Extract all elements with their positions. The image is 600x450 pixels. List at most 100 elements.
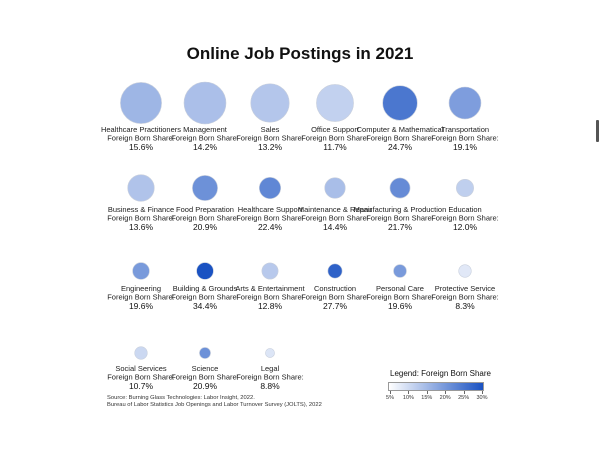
bubble-maintenance-repair[interactable] (324, 177, 346, 199)
bubble-transportation[interactable] (448, 86, 482, 120)
share-value: 11.7% (323, 142, 347, 152)
legend-tick-label: 15% (421, 395, 433, 401)
category-label: Manufacturing & Production (354, 205, 447, 214)
share-caption: Foreign Born Share: (431, 134, 499, 143)
share-value: 12.8% (258, 301, 283, 311)
legend-tick (408, 391, 410, 394)
legend-tick-label: 5% (386, 395, 394, 401)
share-value: 15.6% (129, 142, 154, 152)
category-label: Transportation (441, 125, 489, 134)
share-value: 8.8% (260, 381, 280, 391)
share-caption: Foreign Born Share: (107, 373, 175, 382)
bubble-office-support[interactable] (316, 84, 354, 122)
share-caption: Foreign Born Share: (366, 134, 434, 143)
share-caption: Foreign Born Share: (431, 214, 499, 223)
share-caption: Foreign Born Share: (107, 214, 175, 223)
bubble-arts-entertainment[interactable] (261, 262, 279, 280)
share-value: 19.6% (129, 301, 154, 311)
share-caption: Foreign Born Share: (107, 293, 175, 302)
bubble-computer-mathematical[interactable] (382, 85, 418, 121)
category-label: Management (183, 125, 228, 134)
legend-title: Legend: Foreign Born Share (390, 369, 491, 378)
source-line-1: Source: Burning Glass Technologies: Labo… (107, 395, 255, 401)
share-value: 20.9% (193, 222, 218, 232)
category-label: Healthcare Practitioners (101, 125, 181, 134)
legend-tick-label: 25% (458, 395, 470, 401)
share-caption: Foreign Born Share: (236, 293, 304, 302)
share-value: 13.2% (258, 142, 283, 152)
share-caption: Foreign Born Share: (431, 293, 499, 302)
share-caption: Foreign Born Share: (366, 214, 434, 223)
chart-title: Online Job Postings in 2021 (186, 44, 414, 63)
scrollbar-thumb[interactable] (596, 120, 599, 142)
bubble-science[interactable] (199, 347, 211, 359)
share-caption: Foreign Born Share: (366, 293, 434, 302)
category-label: Building & Grounds (173, 284, 238, 293)
bubble-social-services[interactable] (134, 346, 148, 360)
bubble-food-preparation[interactable] (192, 175, 218, 201)
legend-tick-label: 10% (402, 395, 414, 401)
category-label: Construction (314, 284, 356, 293)
share-caption: Foreign Born Share: (171, 373, 239, 382)
share-value: 14.2% (193, 142, 218, 152)
share-caption: Foreign Born Share: (236, 134, 304, 143)
legend-tick (482, 391, 483, 394)
bubble-legal[interactable] (265, 348, 275, 358)
share-caption: Foreign Born Share: (171, 214, 239, 223)
source-line-2: Bureau of Labor Statistics Job Openings … (107, 402, 322, 408)
category-label: Personal Care (376, 284, 424, 293)
share-caption: Foreign Born Share: (171, 293, 239, 302)
legend-tick (426, 391, 428, 394)
share-value: 22.4% (258, 222, 283, 232)
share-caption: Foreign Born Share: (301, 293, 369, 302)
legend-tick (463, 391, 465, 394)
bubble-business-finance[interactable] (127, 174, 155, 202)
share-caption: Foreign Born Share: (301, 134, 369, 143)
bubble-engineering[interactable] (132, 262, 150, 280)
legend-tick-label: 30% (476, 395, 488, 401)
bubble-healthcare-support[interactable] (258, 176, 282, 200)
share-value: 19.1% (453, 142, 478, 152)
bubble-personal-care[interactable] (393, 264, 407, 278)
category-label: Sales (261, 125, 280, 134)
share-value: 12.0% (453, 222, 478, 232)
share-value: 20.9% (193, 381, 218, 391)
category-label: Legal (261, 364, 280, 373)
legend-tick (390, 391, 391, 394)
bubble-building-grounds[interactable] (196, 262, 214, 280)
share-value: 8.3% (455, 301, 475, 311)
category-label: Maintenance & Repair (298, 205, 373, 214)
category-label: Business & Finance (108, 205, 174, 214)
share-caption: Foreign Born Share: (107, 134, 175, 143)
category-label: Computer & Mathematical (357, 125, 444, 134)
bubble-healthcare-practitioners[interactable] (120, 82, 162, 124)
color-legend: Legend: Foreign Born Share 5% 10% 15% 20% 25… (386, 369, 491, 409)
share-value: 34.4% (193, 301, 218, 311)
category-label: Science (192, 364, 219, 373)
category-label: Social Services (115, 364, 167, 373)
share-value: 21.7% (388, 222, 413, 232)
share-caption: Foreign Born Share: (236, 214, 304, 223)
share-value: 19.6% (388, 301, 413, 311)
source-note: Source: Burning Glass Technologies: Labo… (107, 395, 322, 409)
category-label: Arts & Entertainment (235, 284, 305, 293)
bubble-construction[interactable] (327, 263, 343, 279)
share-value: 14.4% (323, 222, 348, 232)
category-label: Food Preparation (176, 205, 234, 214)
legend-tick-label: 20% (439, 395, 451, 401)
share-caption: Foreign Born Share: (236, 373, 304, 382)
share-value: 24.7% (388, 142, 413, 152)
category-label: Education (448, 205, 481, 214)
share-value: 10.7% (129, 381, 154, 391)
bubble-sales[interactable] (250, 83, 290, 123)
bubble-protective-service[interactable] (458, 264, 472, 278)
share-caption: Foreign Born Share: (171, 134, 239, 143)
legend-gradient-bar (388, 382, 484, 391)
bubble-management[interactable] (183, 81, 227, 125)
category-label: Protective Service (435, 284, 495, 293)
share-value: 13.6% (129, 222, 154, 232)
bubble-education[interactable] (456, 179, 474, 197)
bubble-manufacturing-production[interactable] (389, 177, 411, 199)
category-label: Healthcare Support (238, 205, 304, 214)
